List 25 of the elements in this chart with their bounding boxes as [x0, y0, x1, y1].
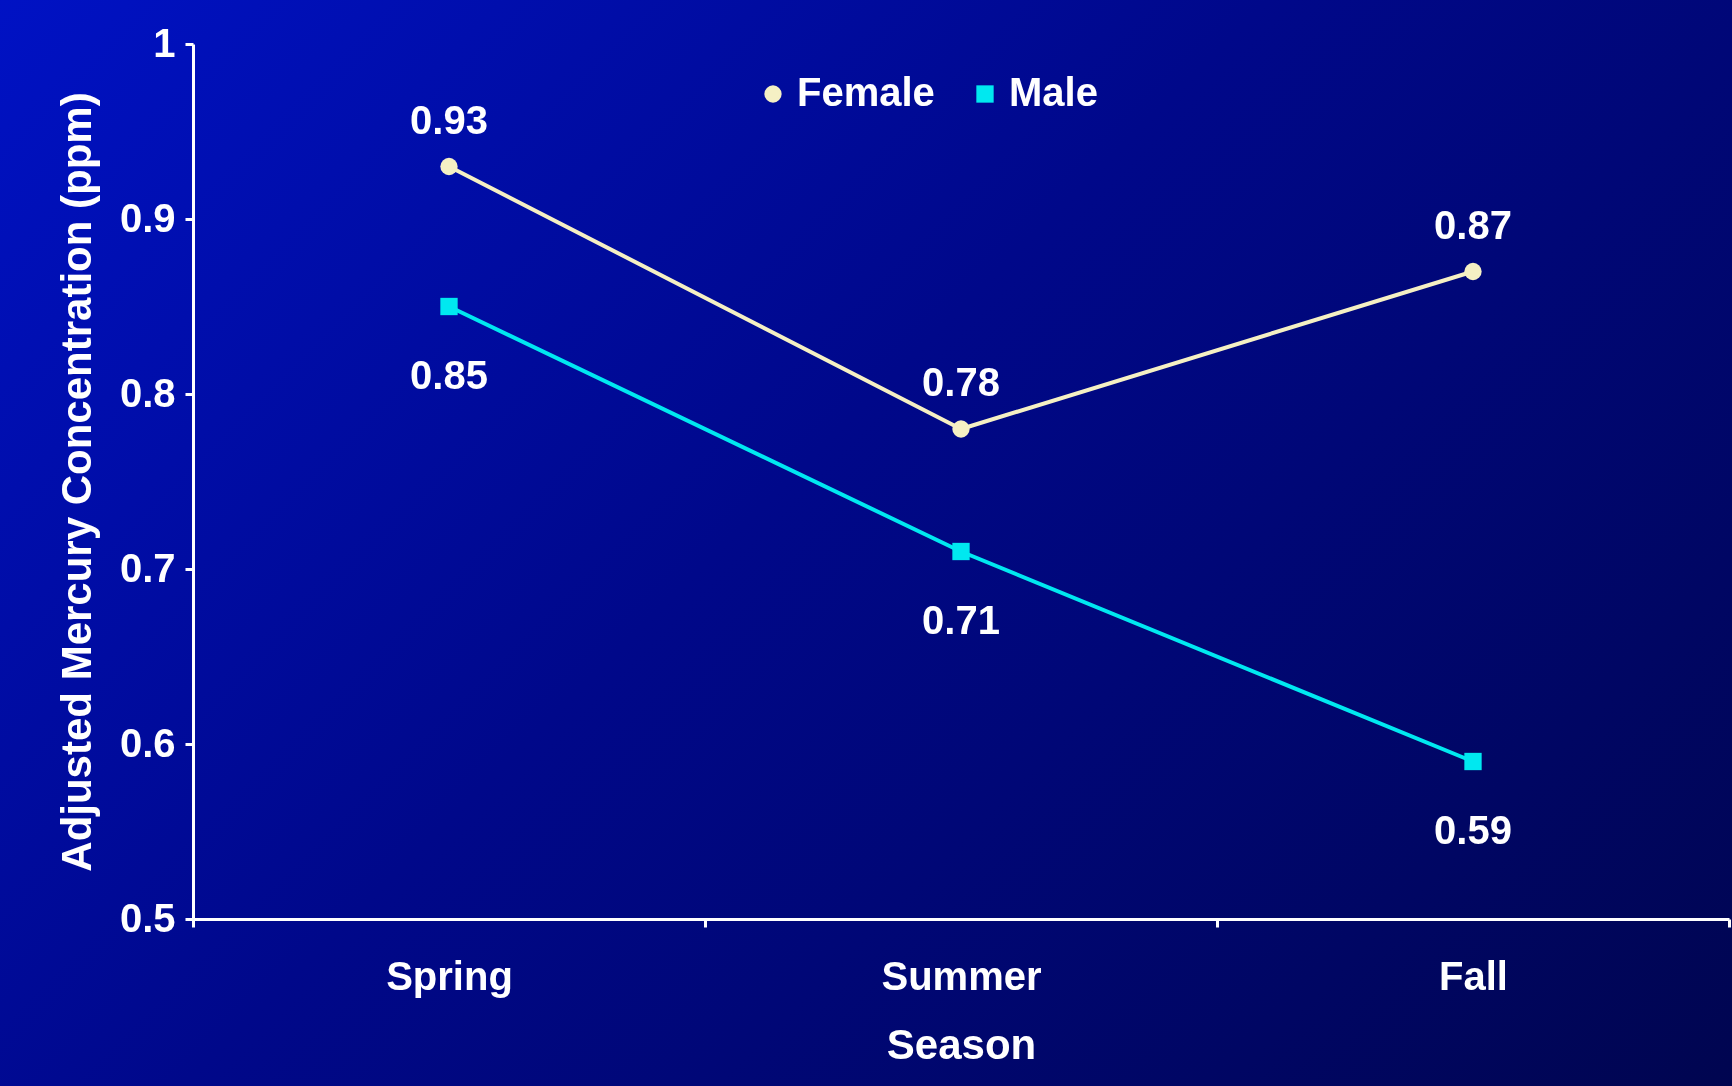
y-tick-label: 0.6: [119, 720, 176, 765]
data-label: 0.87: [1434, 202, 1512, 247]
x-tick-label: Summer: [881, 953, 1042, 998]
point: [952, 542, 970, 561]
x-axis-title: Season: [886, 1020, 1037, 1068]
y-tick-label: 0.7: [119, 545, 176, 590]
legend-label: Female: [797, 70, 935, 114]
data-label: 0.59: [1434, 807, 1512, 852]
point: [1464, 262, 1482, 281]
point: [440, 157, 458, 176]
point: [1464, 752, 1482, 771]
point: [952, 420, 970, 438]
data-label: 0.85: [410, 352, 488, 397]
y-axis-title: Adjusted Mercury Concentration (ppm): [52, 92, 100, 872]
data-label: 0.78: [922, 360, 1000, 404]
y-tick-label: 0.8: [119, 370, 176, 415]
point: [440, 297, 458, 316]
legend-label: Male: [1009, 70, 1098, 114]
x-tick-label: Spring: [386, 953, 513, 998]
y-tick-label: 1: [153, 20, 176, 65]
x-tick-label: Fall: [1439, 953, 1508, 998]
data-label: 0.93: [410, 97, 488, 142]
data-label: 0.71: [922, 597, 1000, 642]
y-tick-label: 0.5: [119, 895, 176, 940]
y-tick-label: 0.9: [119, 195, 176, 240]
